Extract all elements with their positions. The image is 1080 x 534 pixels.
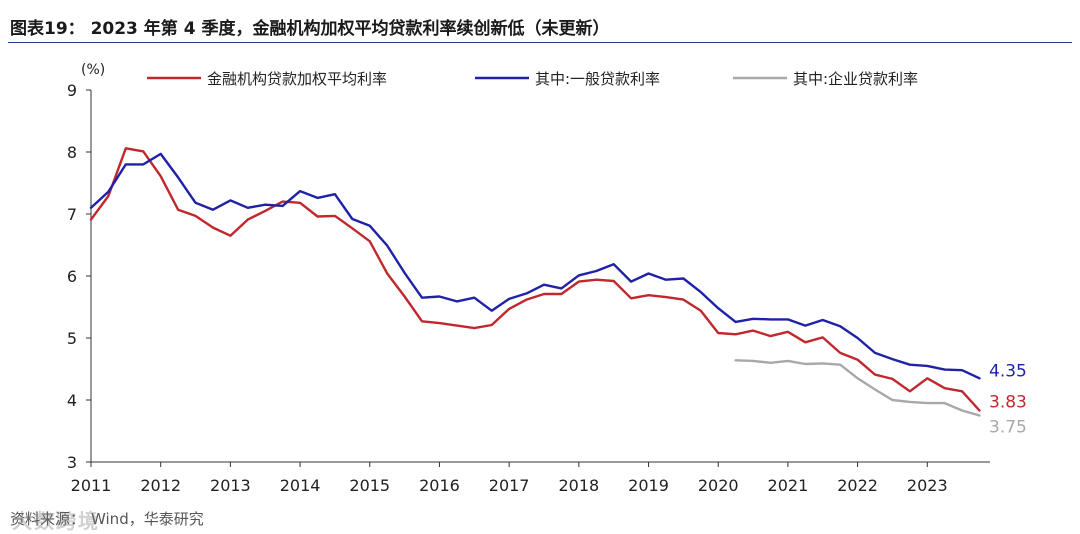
x-tick-label: 2022	[837, 476, 878, 495]
y-tick-label: 7	[67, 205, 77, 224]
end-labels: 4.35 3.83 3.75	[989, 361, 1027, 437]
x-tick-label: 2012	[140, 476, 181, 495]
x-tick-label: 2011	[71, 476, 112, 495]
source-label: 资料来源：	[10, 510, 86, 528]
x-tick-label: 2019	[628, 476, 669, 495]
series-line-weighted	[89, 147, 981, 412]
series-line-enterprise	[734, 359, 981, 417]
legend-label-weighted: 金融机构贷款加权平均利率	[207, 70, 387, 88]
y-tick-label: 6	[67, 267, 77, 286]
axes: 3 4 5 6 7 8 9(%) 2011 2012 2013 2014 2015 2016 2017 20…	[67, 62, 990, 495]
x-tick-label: 2021	[768, 476, 809, 495]
end-label-weighted: 3.83	[989, 393, 1027, 413]
x-tick-label: 2013	[210, 476, 251, 495]
y-axis-unit: (%)	[81, 62, 105, 78]
x-tick-label: 2016	[419, 476, 460, 495]
source-note: 资料来源： Wind，华泰研究	[10, 508, 204, 529]
y-tick-label: 4	[67, 391, 77, 410]
x-tick-label: 2014	[280, 476, 321, 495]
y-tick-label: 8	[67, 143, 77, 162]
series-line-general	[89, 152, 981, 380]
figure-title: 图表19： 2023 年第 4 季度，金融机构加权平均贷款利率续创新低（未更新）	[10, 19, 610, 39]
x-tick-label: 2017	[489, 476, 530, 495]
x-tick-label: 2018	[558, 476, 599, 495]
end-label-enterprise: 3.75	[989, 418, 1027, 438]
y-tick-label: 5	[67, 329, 77, 348]
y-tick-label: 3	[67, 453, 77, 472]
x-tick-label: 2015	[349, 476, 390, 495]
legend-label-general: 其中:一般贷款利率	[535, 70, 660, 88]
legend-label-enterprise: 其中:企业贷款利率	[793, 70, 918, 88]
legend: 金融机构贷款加权平均利率 其中:一般贷款利率 其中:企业贷款利率	[147, 70, 918, 88]
title-rule	[8, 42, 1072, 43]
y-tick-label: 9	[67, 81, 77, 100]
watermark: 大数跨境	[12, 509, 100, 533]
series-group	[89, 147, 981, 417]
end-label-general: 4.35	[989, 361, 1027, 381]
x-tick-label: 2020	[698, 476, 739, 495]
x-tick-label: 2023	[907, 476, 948, 495]
source-text: Wind，华泰研究	[91, 510, 204, 528]
